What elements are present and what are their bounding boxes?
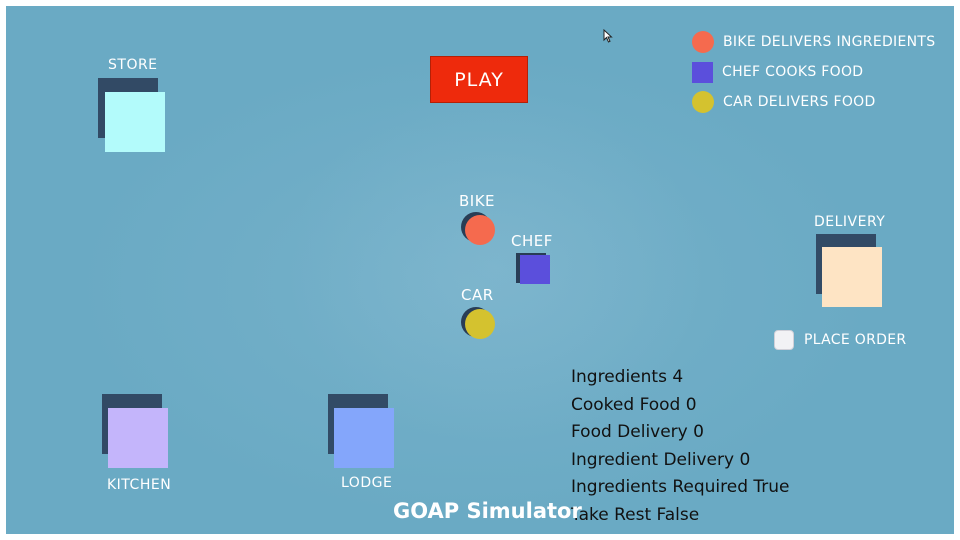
red-circle-icon: [692, 31, 714, 53]
yellow-circle-icon: [692, 91, 714, 113]
legend-item-car: CAR DELIVERS FOOD: [692, 90, 876, 114]
stat-ingredients: Ingredients 4: [571, 367, 684, 387]
stat-ingredients-required: Ingredients Required True: [571, 477, 790, 497]
delivery-box: [822, 247, 882, 307]
legend-item-chef: CHEF COOKS FOOD: [692, 60, 863, 84]
blue-square-icon: [692, 61, 713, 83]
place-order-checkbox[interactable]: [774, 330, 794, 350]
simulator-title: GOAP Simulator: [393, 499, 582, 523]
ground-glow: [66, 46, 886, 526]
bike-agent: [465, 215, 495, 245]
legend-label: BIKE DELIVERS INGREDIENTS: [723, 34, 936, 50]
bike-label: BIKE: [459, 192, 496, 210]
lodge-box: [334, 408, 394, 468]
center-glow: [286, 86, 706, 446]
car-agent: [465, 309, 495, 339]
mouse-cursor-icon: [603, 29, 613, 43]
store-box: [105, 92, 165, 152]
legend-label: CAR DELIVERS FOOD: [723, 94, 876, 110]
place-order-label: PLACE ORDER: [804, 332, 907, 348]
stat-take-rest: Take Rest False: [571, 504, 700, 525]
legend-item-bike: BIKE DELIVERS INGREDIENTS: [692, 30, 935, 54]
kitchen-label: KITCHEN: [107, 477, 172, 493]
chef-label: CHEF: [511, 232, 553, 250]
store-label: STORE: [108, 57, 158, 73]
place-order-toggle[interactable]: PLACE ORDER: [774, 330, 906, 350]
legend-label: CHEF COOKS FOOD: [722, 64, 864, 80]
delivery-label: DELIVERY: [814, 214, 886, 230]
world-state-panel: Ingredients 4 Cooked Food 0 Food Deliver…: [571, 365, 790, 530]
lodge-label: LODGE: [341, 475, 393, 491]
play-button[interactable]: PLAY: [430, 56, 528, 103]
stat-food-delivery: Food Delivery 0: [571, 422, 704, 442]
car-label: CAR: [461, 286, 494, 304]
stat-cooked-food: Cooked Food 0: [571, 394, 697, 415]
kitchen-box: [108, 408, 168, 468]
chef-agent: [520, 255, 550, 284]
game-scene: PLAY BIKE DELIVERS INGREDIENTS CHEF COOK…: [6, 6, 954, 534]
stat-ingredient-delivery: Ingredient Delivery 0: [571, 449, 751, 470]
